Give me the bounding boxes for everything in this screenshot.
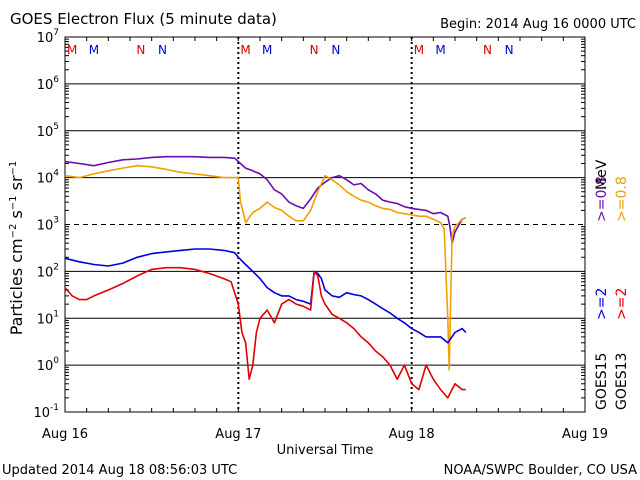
legend-low-energy: >=0.8	[594, 176, 610, 222]
y-tick-label: 103	[37, 216, 59, 234]
legend-low-energy: >=0.8	[614, 176, 630, 222]
x-tick-label: Aug 17	[215, 427, 261, 442]
orbit-marker: N	[158, 43, 167, 57]
x-tick-label: Aug 18	[389, 427, 435, 442]
orbit-marker: M	[67, 43, 77, 57]
series-line	[64, 164, 467, 371]
series-line	[64, 248, 467, 344]
y-tick-label: 102	[37, 262, 59, 280]
y-tick-label: 107	[37, 28, 59, 46]
orbit-marker: M	[240, 43, 250, 57]
begin-label: Begin: 2014 Aug 16 0000 UTC	[440, 17, 636, 32]
orbit-marker: N	[310, 43, 319, 57]
orbit-marker: N	[331, 43, 340, 57]
orbit-marker: M	[89, 43, 99, 57]
orbit-marker: M	[262, 43, 272, 57]
legend-unit: MeV	[594, 159, 610, 190]
legend-satellite: GOES15	[594, 353, 610, 410]
legend-high-energy: >=2	[594, 288, 610, 320]
series-line	[64, 155, 467, 244]
y-tick-label: 101	[37, 309, 59, 327]
chart-title: GOES Electron Flux (5 minute data)	[10, 10, 277, 28]
y-tick-label: 10-1	[33, 403, 59, 421]
y-axis-label: Particles cm−2 s−1 sr−1	[7, 161, 26, 336]
y-tick-label: 104	[37, 169, 60, 187]
plot-area: 10-1 100 101 102 103 104 105 106 107 Aug 16 Aug 17…	[33, 28, 608, 442]
series-line	[64, 266, 466, 399]
y-tick-label: 100	[37, 356, 60, 374]
legend-column: GOES13 >=2 >=0.8	[614, 176, 630, 410]
orbit-marker: M	[414, 43, 424, 57]
orbit-marker: M	[435, 43, 445, 57]
orbit-marker: N	[483, 43, 492, 57]
y-tick-label: 106	[37, 75, 60, 93]
credit-label: NOAA/SWPC Boulder, CO USA	[444, 463, 637, 478]
x-tick-label: Aug 19	[562, 427, 608, 442]
x-axis-label: Universal Time	[277, 443, 374, 458]
legend-satellite: GOES13	[614, 353, 630, 410]
svg-text:Particles cm−2 s−1 sr−1: Particles cm−2 s−1 sr−1	[7, 161, 26, 336]
y-tick-label: 105	[37, 122, 59, 140]
x-tick-label: Aug 16	[42, 427, 88, 442]
orbit-marker: N	[136, 43, 145, 57]
orbit-marker: N	[505, 43, 514, 57]
updated-label: Updated 2014 Aug 18 08:56:03 UTC	[2, 463, 237, 478]
legend-high-energy: >=2	[614, 288, 630, 320]
